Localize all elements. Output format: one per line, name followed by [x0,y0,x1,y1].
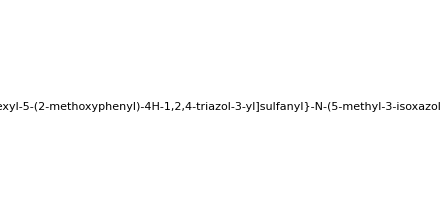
Text: 2-{[4-cyclohexyl-5-(2-methoxyphenyl)-4H-1,2,4-triazol-3-yl]sulfanyl}-N-(5-methyl: 2-{[4-cyclohexyl-5-(2-methoxyphenyl)-4H-… [0,103,441,112]
